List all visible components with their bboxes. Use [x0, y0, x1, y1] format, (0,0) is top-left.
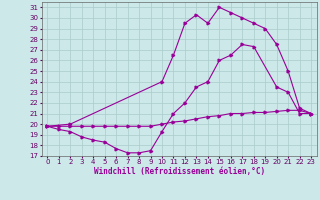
X-axis label: Windchill (Refroidissement éolien,°C): Windchill (Refroidissement éolien,°C) — [94, 167, 265, 176]
